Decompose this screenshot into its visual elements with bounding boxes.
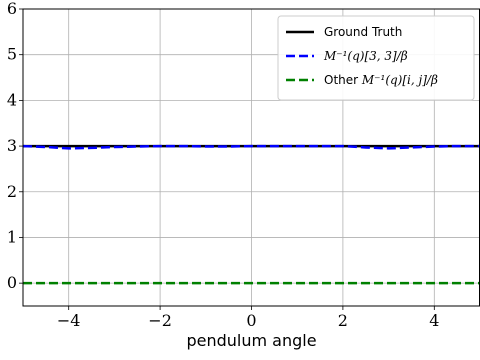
- y-tick-label: 6: [7, 0, 17, 18]
- x-tick-label: 2: [338, 311, 348, 330]
- y-tick-label: 4: [7, 90, 17, 109]
- x-axis-label: pendulum angle: [186, 331, 316, 350]
- axis-ticks: −4 −2 0 2 4 0 1 2 3 4 5 6: [7, 0, 440, 330]
- legend: Ground Truth M⁻¹(q)[3, 3]/β Other M⁻¹(q)[i…: [277, 15, 475, 101]
- y-tick-label: 5: [7, 45, 17, 64]
- y-tick-label: 2: [7, 182, 17, 201]
- x-tick-label: 4: [429, 311, 439, 330]
- y-tick-label: 1: [7, 227, 17, 246]
- legend-label-1: M⁻¹(q)[3, 3]/β: [323, 49, 408, 63]
- plot-area: [22, 144, 480, 285]
- y-tick-label: 3: [7, 136, 17, 155]
- x-tick-label: −2: [148, 311, 172, 330]
- series-line-1: [22, 144, 480, 150]
- x-tick-label: −4: [57, 311, 81, 330]
- legend-box: [277, 15, 475, 101]
- legend-label-0: Ground Truth: [324, 25, 402, 39]
- y-tick-label: 0: [7, 273, 17, 292]
- legend-label-2: Other M⁻¹(q)[i, j]/β: [324, 73, 438, 87]
- x-tick-label: 0: [246, 311, 256, 330]
